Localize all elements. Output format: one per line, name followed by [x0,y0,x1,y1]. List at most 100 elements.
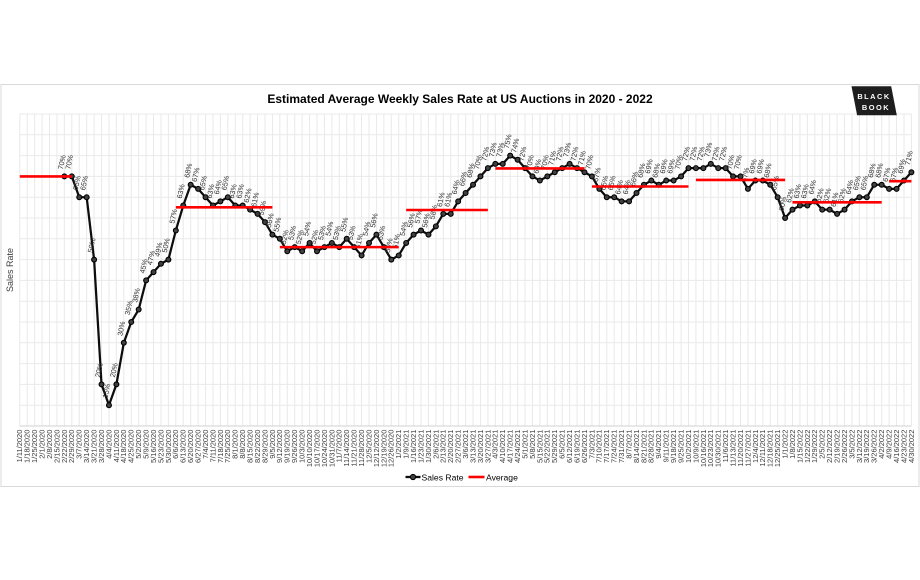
svg-text:2/6/2021: 2/6/2021 [431,430,440,459]
svg-text:55%: 55% [338,216,350,233]
svg-text:1/2/2021: 1/2/2021 [394,430,403,459]
svg-text:4/18/2020: 4/18/2020 [119,430,128,463]
svg-text:7/24/2021: 7/24/2021 [610,430,619,463]
svg-text:63%: 63% [799,183,811,200]
svg-text:BOOK: BOOK [862,103,890,112]
svg-text:60%: 60% [777,195,789,212]
svg-text:8/21/2021: 8/21/2021 [639,430,648,463]
svg-text:11/20/2021: 11/20/2021 [736,430,745,467]
svg-text:Sales Rate: Sales Rate [422,472,464,482]
svg-text:62%: 62% [242,187,254,204]
svg-text:10/30/2021: 10/30/2021 [714,430,723,468]
svg-text:69%: 69% [643,158,655,175]
svg-text:10/17/2020: 10/17/2020 [312,430,321,468]
svg-text:3/20/2021: 3/20/2021 [476,430,485,463]
svg-text:62%: 62% [836,187,848,204]
svg-text:62%: 62% [821,187,833,204]
svg-text:2/13/2021: 2/13/2021 [439,430,448,463]
svg-text:1/11/2020: 1/11/2020 [15,430,24,463]
svg-text:12/11/2021: 12/11/2021 [758,430,767,467]
svg-text:2/15/2020: 2/15/2020 [52,430,61,463]
svg-text:8/22/2020: 8/22/2020 [253,430,262,463]
svg-text:4/3/2021: 4/3/2021 [491,430,500,459]
svg-text:11/7/2020: 11/7/2020 [335,430,344,463]
svg-text:68%: 68% [635,162,647,179]
svg-text:6/13/2020: 6/13/2020 [179,430,188,463]
svg-text:15%: 15% [101,382,113,399]
svg-text:11/27/2021: 11/27/2021 [743,430,752,467]
svg-text:12/18/2021: 12/18/2021 [766,430,775,468]
svg-text:7/31/2021: 7/31/2021 [617,430,626,463]
svg-text:6/19/2021: 6/19/2021 [572,430,581,463]
svg-text:5/29/2021: 5/29/2021 [550,430,559,463]
svg-text:5/23/2020: 5/23/2020 [156,430,165,463]
svg-text:58%: 58% [427,203,439,220]
svg-text:1/8/2022: 1/8/2022 [788,430,797,459]
svg-text:67%: 67% [190,166,202,183]
svg-text:20%: 20% [108,362,120,379]
svg-text:4/11/2020: 4/11/2020 [112,430,121,463]
svg-text:52%: 52% [279,228,291,245]
svg-text:56%: 56% [420,212,432,229]
svg-text:4/16/2022: 4/16/2022 [892,430,901,463]
svg-text:55%: 55% [271,216,283,233]
svg-text:54%: 54% [398,220,410,237]
svg-text:66%: 66% [628,170,640,187]
svg-text:10/3/2020: 10/3/2020 [298,430,307,463]
svg-text:9/4/2021: 9/4/2021 [654,430,663,459]
svg-text:Sales Rate: Sales Rate [5,248,15,292]
svg-text:53%: 53% [316,224,328,241]
svg-text:8/8/2020: 8/8/2020 [238,430,247,459]
svg-text:66%: 66% [457,170,469,187]
svg-text:67%: 67% [591,166,603,183]
svg-text:12/26/2020: 12/26/2020 [387,430,396,468]
svg-text:72%: 72% [680,145,692,162]
svg-text:68%: 68% [182,162,194,179]
svg-text:12/12/2020: 12/12/2020 [372,430,381,468]
svg-text:Estimated Average Weekly Sales: Estimated Average Weekly Sales Rate at U… [267,92,653,106]
svg-text:65%: 65% [769,174,781,191]
svg-text:69%: 69% [747,158,759,175]
svg-text:1/23/2021: 1/23/2021 [416,430,425,463]
svg-text:70%: 70% [472,154,484,171]
svg-text:3/27/2021: 3/27/2021 [483,430,492,463]
svg-text:11/13/2021: 11/13/2021 [728,430,737,467]
svg-text:65%: 65% [598,174,610,191]
svg-text:4/2/2022: 4/2/2022 [877,430,886,459]
svg-text:38%: 38% [130,287,142,304]
svg-text:65%: 65% [197,174,209,191]
svg-text:5/15/2021: 5/15/2021 [535,430,544,463]
svg-text:70%: 70% [583,154,595,171]
svg-text:1/30/2021: 1/30/2021 [424,430,433,463]
svg-text:7/11/2020: 7/11/2020 [208,430,217,463]
svg-text:70%: 70% [673,154,685,171]
svg-text:1/29/2022: 1/29/2022 [810,430,819,463]
svg-text:8/14/2021: 8/14/2021 [632,430,641,463]
svg-text:3/19/2022: 3/19/2022 [862,430,871,463]
svg-text:56%: 56% [405,212,417,229]
svg-text:68%: 68% [873,162,885,179]
svg-text:64%: 64% [450,179,462,196]
svg-text:73%: 73% [494,141,506,158]
svg-text:2/19/2022: 2/19/2022 [833,430,842,463]
svg-text:2/5/2022: 2/5/2022 [818,430,827,459]
svg-text:1/1/2022: 1/1/2022 [780,430,789,459]
svg-text:6/6/2020: 6/6/2020 [171,430,180,459]
svg-text:2/8/2020: 2/8/2020 [45,430,54,459]
svg-text:72%: 72% [517,145,529,162]
svg-text:63%: 63% [234,183,246,200]
svg-text:56%: 56% [368,212,380,229]
svg-text:10/23/2021: 10/23/2021 [706,430,715,468]
svg-text:12/4/2021: 12/4/2021 [751,430,760,463]
svg-text:67%: 67% [739,166,751,183]
svg-text:9/25/2021: 9/25/2021 [676,430,685,463]
svg-text:68%: 68% [465,162,477,179]
svg-text:10/31/2020: 10/31/2020 [327,430,336,468]
svg-text:54%: 54% [361,220,373,237]
svg-text:7/10/2021: 7/10/2021 [595,430,604,463]
svg-text:70%: 70% [63,154,75,171]
svg-text:4/17/2021: 4/17/2021 [506,430,515,463]
svg-text:3/5/2022: 3/5/2022 [847,430,856,459]
svg-text:65%: 65% [78,174,90,191]
svg-text:3/28/2020: 3/28/2020 [97,430,106,463]
